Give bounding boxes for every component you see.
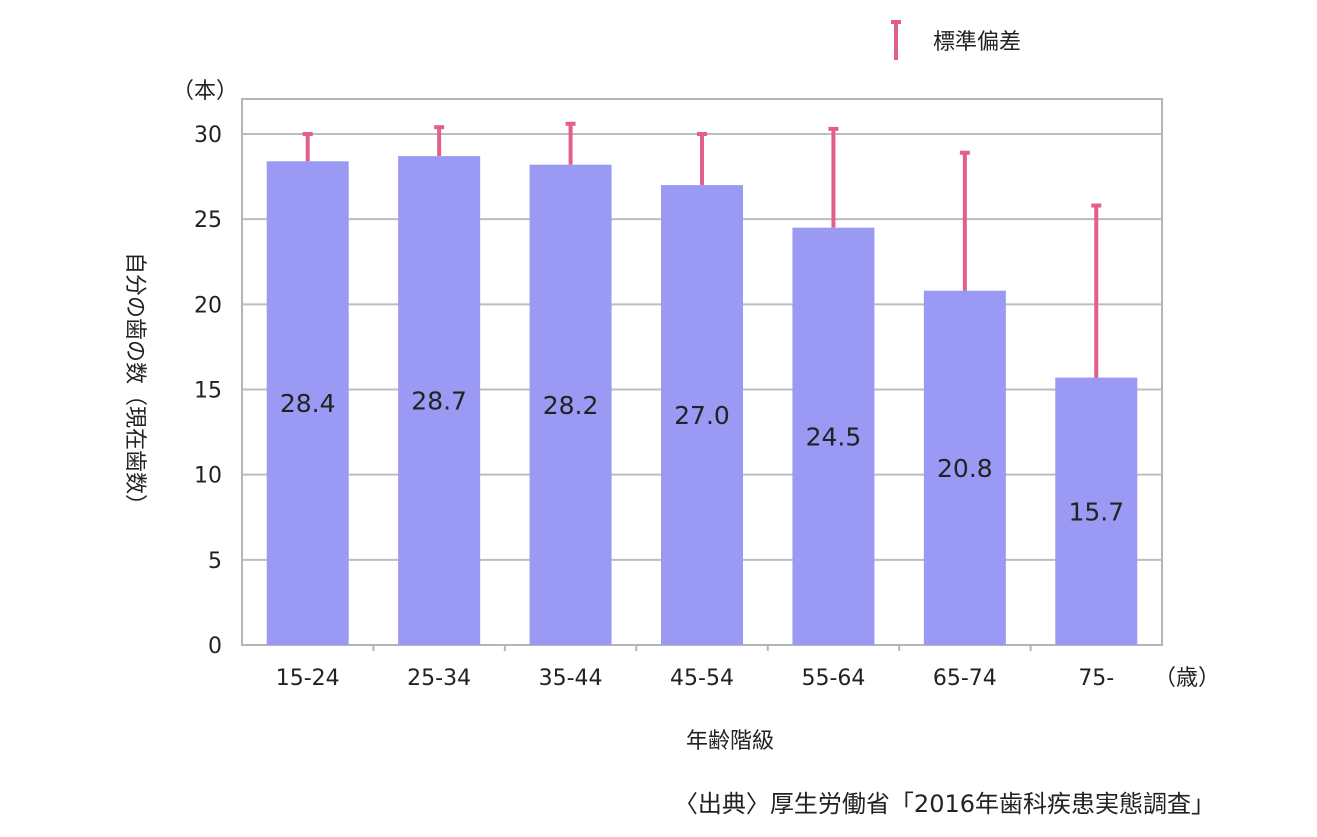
x-tick-label: 75- <box>1078 666 1114 691</box>
y-tick-label: 15 <box>194 379 222 404</box>
bar-45-54 <box>661 185 743 645</box>
x-tick-label: 65-74 <box>933 666 997 691</box>
x-tick-label: 55-64 <box>801 666 865 691</box>
x-tick-label: 45-54 <box>670 666 734 691</box>
bar-65-74 <box>923 290 1006 645</box>
x-axis-unit: （歳） <box>1154 666 1220 691</box>
legend: 標準偏差 <box>891 20 1021 60</box>
x-tick-label: 25-34 <box>407 666 471 691</box>
bar-75- <box>1055 377 1138 645</box>
value-label-65-74: 20.8 <box>937 454 993 483</box>
error-bars <box>302 121 1102 378</box>
x-axis-ticks: 15-24 25-34 35-44 45-54 55-64 65-74 75- <box>276 645 1114 691</box>
y-tick-label: 5 <box>208 549 222 574</box>
value-label-15-24: 28.4 <box>280 389 336 418</box>
y-axis-ticks: 0 5 10 15 20 25 30 <box>194 123 222 659</box>
y-axis-title: 自分の歯の数（現在歯数） <box>122 252 147 516</box>
y-tick-label: 20 <box>194 293 222 318</box>
x-axis-title: 年齢階級 <box>686 729 774 754</box>
legend-label: 標準偏差 <box>933 30 1021 55</box>
value-label-35-44: 28.2 <box>543 391 599 420</box>
value-labels: 28.4 28.7 28.2 27.0 24.5 20.8 15.7 <box>280 387 1124 527</box>
bars <box>266 156 1138 646</box>
value-label-55-64: 24.5 <box>806 422 862 451</box>
chart-source: 〈出典〉厚生労働省「2016年歯科疾患実態調査」 <box>674 790 1215 818</box>
y-tick-label: 30 <box>194 123 222 148</box>
y-tick-label: 25 <box>194 208 222 233</box>
value-label-25-34: 28.7 <box>411 387 467 416</box>
value-label-75-: 15.7 <box>1068 497 1124 526</box>
y-axis-unit: （本） <box>172 79 238 104</box>
y-tick-label: 0 <box>208 634 222 659</box>
value-label-45-54: 27.0 <box>674 401 730 430</box>
bar-35-44 <box>529 164 612 645</box>
bar-15-24 <box>266 161 349 645</box>
y-tick-label: 10 <box>194 464 222 489</box>
bar-55-64 <box>792 227 875 645</box>
x-tick-label: 35-44 <box>539 666 603 691</box>
x-tick-label: 15-24 <box>276 666 340 691</box>
bar-25-34 <box>398 156 481 646</box>
